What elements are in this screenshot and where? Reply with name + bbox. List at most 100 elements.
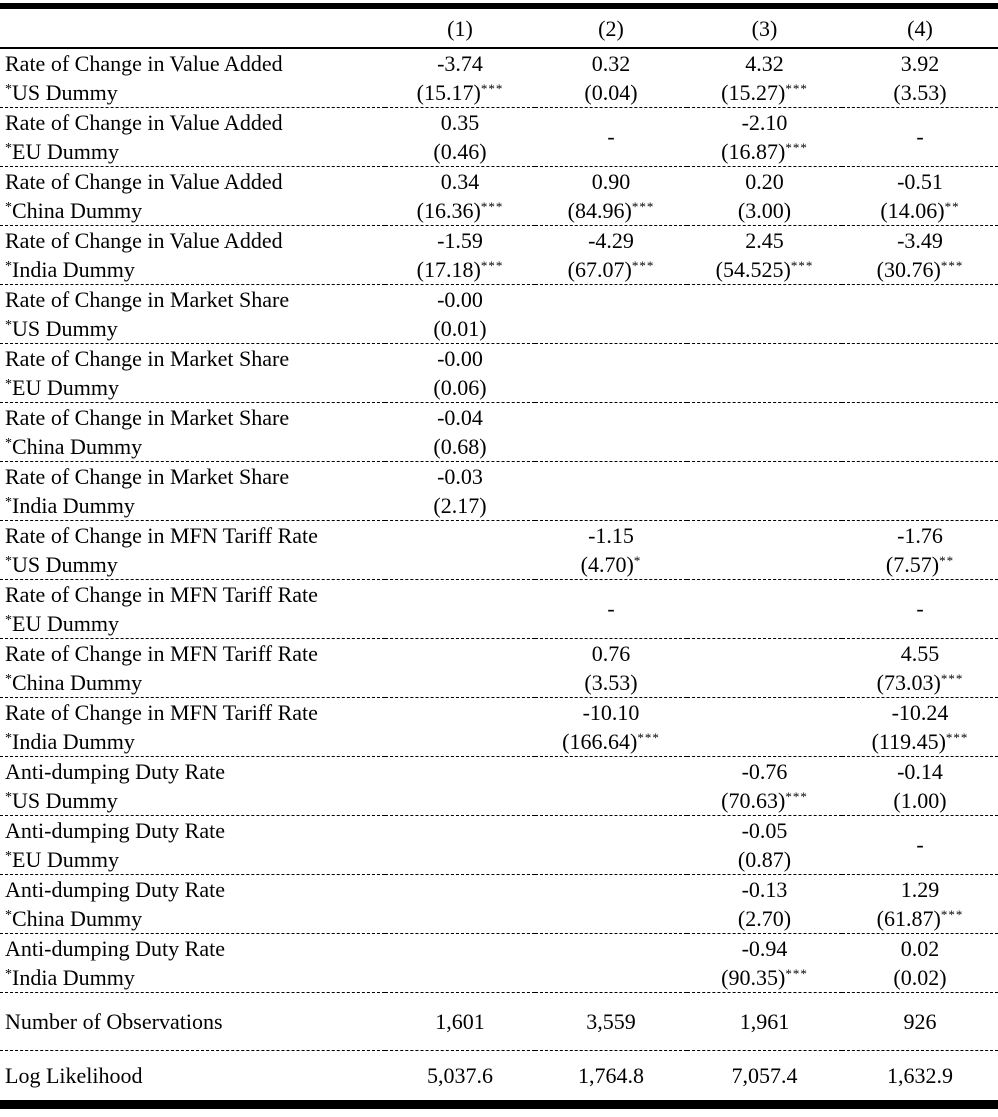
tstat-value: (1.00) — [893, 788, 947, 813]
coefficient-value: -0.00 — [437, 346, 483, 371]
tstat-value: (16.87)*** — [721, 139, 808, 164]
row-label-line1: Anti-dumping Duty Rate — [5, 877, 225, 902]
coef-cell: -10.10 (166.64)*** — [535, 697, 687, 757]
coefficient-value: -0.14 — [897, 759, 943, 784]
table-header: (1) (2) (3) (4) — [0, 6, 998, 49]
header-label-spacer — [0, 6, 385, 49]
significance-stars: *** — [940, 671, 964, 686]
table-row: Rate of Change in Market Share *India Dum… — [0, 461, 998, 521]
coef-cell — [842, 461, 998, 521]
tstat-value: (7.57)** — [885, 552, 955, 577]
table-row: Rate of Change in Market Share *EU Dummy -… — [0, 343, 998, 403]
coef-cell — [842, 402, 998, 462]
significance-stars: ** — [944, 199, 960, 214]
coefficient-value: -0.04 — [437, 405, 483, 430]
row-label-line1: Rate of Change in MFN Tariff Rate — [5, 523, 318, 548]
coefficient-value: 4.55 — [900, 641, 940, 666]
row-label-cell: Rate of Change in MFN Tariff Rate *India … — [0, 697, 385, 757]
omitted-dash: - — [607, 596, 615, 621]
column-header-2: (2) — [535, 6, 687, 49]
significance-stars: *** — [790, 258, 814, 273]
coef-cell: -0.05 (0.87) — [687, 815, 842, 875]
table-body: Rate of Change in Value Added *US Dummy -3… — [0, 48, 998, 1105]
regression-table: (1) (2) (3) (4) Rate of Change in Value Add… — [0, 3, 998, 1109]
coef-cell — [385, 638, 535, 698]
header-row: (1) (2) (3) (4) — [0, 6, 998, 49]
interaction-asterisk: * — [5, 849, 12, 864]
tstat-value: (14.06)** — [880, 198, 960, 223]
coefficient-value: -1.15 — [588, 523, 634, 548]
coef-cell: - — [842, 107, 998, 167]
coefficient-value: -2.10 — [741, 110, 788, 135]
table-row: Rate of Change in Value Added *India Dumm… — [0, 225, 998, 285]
row-label-line2: *US Dummy — [5, 552, 118, 577]
coef-cell — [687, 402, 842, 462]
table-row: Rate of Change in MFN Tariff Rate *China … — [0, 638, 998, 698]
significance-stars: *** — [785, 966, 808, 981]
tstat-value: (54.525)*** — [715, 257, 814, 282]
row-label-line2: *EU Dummy — [5, 611, 119, 636]
interaction-asterisk: * — [5, 82, 12, 97]
coef-cell — [842, 284, 998, 344]
coef-cell — [535, 756, 687, 816]
tstat-value: (3.53) — [893, 80, 947, 105]
interaction-asterisk: * — [5, 613, 12, 628]
summary-value-cell: 1,961 — [687, 992, 842, 1051]
interaction-asterisk: * — [5, 141, 12, 156]
coef-cell: 3.92 (3.53) — [842, 48, 998, 108]
summary-value-cell: 1,601 — [385, 992, 535, 1051]
tstat-value: (0.87) — [737, 847, 792, 872]
row-label-line2: *EU Dummy — [5, 139, 119, 164]
tstat-value: (15.27)*** — [721, 80, 808, 105]
table-row: Anti-dumping Duty Rate *EU Dummy -0.05 (0.8… — [0, 815, 998, 875]
tstat-value: (73.03)*** — [876, 670, 964, 695]
row-label-line2: *China Dummy — [5, 906, 143, 931]
row-label-cell: Rate of Change in MFN Tariff Rate *US Dum… — [0, 520, 385, 580]
row-label-cell: Rate of Change in Value Added *EU Dummy — [0, 107, 385, 167]
omitted-dash: - — [916, 124, 924, 149]
interaction-asterisk: * — [5, 318, 12, 333]
significance-stars: *** — [940, 907, 964, 922]
coefficient-value: 1.29 — [900, 877, 940, 902]
table-row: Anti-dumping Duty Rate *China Dummy -0.13 (… — [0, 874, 998, 934]
row-label-line2: *India Dummy — [5, 729, 135, 754]
coefficient-value: -10.10 — [582, 700, 640, 725]
interaction-asterisk: * — [5, 200, 12, 215]
significance-stars: *** — [785, 81, 808, 96]
coefficient-value: 0.02 — [900, 936, 940, 961]
interaction-asterisk: * — [5, 377, 12, 392]
row-label-line2: *EU Dummy — [5, 375, 119, 400]
tstat-value: (4.70)* — [580, 552, 642, 577]
coef-cell: -3.49 (30.76)*** — [842, 225, 998, 285]
coefficient-value: 0.35 — [440, 110, 480, 135]
row-label-line1: Anti-dumping Duty Rate — [5, 818, 225, 843]
tstat-value: (70.63)*** — [721, 788, 808, 813]
coef-cell: 4.32 (15.27)*** — [687, 48, 842, 108]
tstat-value: (15.17)*** — [416, 80, 504, 105]
coef-cell: - — [842, 579, 998, 639]
coef-cell: -0.00 (0.01) — [385, 284, 535, 344]
tstat-value: (61.87)*** — [876, 906, 964, 931]
significance-stars: *** — [480, 199, 504, 214]
row-label-cell: Rate of Change in Market Share *India Dum… — [0, 461, 385, 521]
tstat-value: (0.01) — [433, 316, 487, 341]
coefficient-value: 0.76 — [591, 641, 631, 666]
row-label-cell: Rate of Change in MFN Tariff Rate *EU Dum… — [0, 579, 385, 639]
summary-value-cell: 7,057.4 — [731, 1062, 798, 1088]
coefficient-value: -1.76 — [897, 523, 943, 548]
row-label-cell: Rate of Change in Market Share *China Dum… — [0, 402, 385, 462]
row-label-line1: Anti-dumping Duty Rate — [5, 759, 225, 784]
tstat-value: (0.68) — [433, 434, 487, 459]
tstat-value: (2.17) — [433, 493, 487, 518]
significance-stars: *** — [631, 258, 655, 273]
row-label-cell: Anti-dumping Duty Rate *US Dummy — [0, 756, 385, 816]
tstat-value: (84.96)*** — [567, 198, 655, 223]
coef-cell: -0.00 (0.06) — [385, 343, 535, 403]
summary-value-cell: 1,632.9 — [887, 1062, 953, 1088]
tstat-value: (0.06) — [433, 375, 487, 400]
row-label-line1: Rate of Change in Market Share — [5, 346, 290, 371]
row-label-line2: *China Dummy — [5, 670, 143, 695]
coef-cell: - — [842, 815, 998, 875]
tstat-value: (0.02) — [893, 965, 947, 990]
